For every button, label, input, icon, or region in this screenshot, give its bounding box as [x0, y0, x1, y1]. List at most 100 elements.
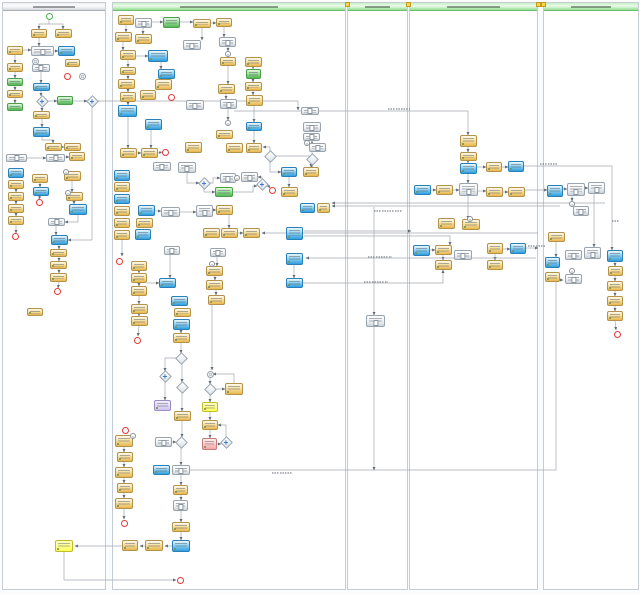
- task-node[interactable]: [436, 185, 453, 195]
- task-node[interactable]: [173, 485, 188, 495]
- status-task-node[interactable]: [545, 257, 560, 268]
- task-node[interactable]: [607, 296, 623, 306]
- status-task-node[interactable]: [145, 119, 162, 130]
- status-task-node[interactable]: [286, 253, 303, 265]
- subprocess-node[interactable]: [454, 250, 472, 260]
- task-node[interactable]: [460, 135, 477, 147]
- task-node[interactable]: [50, 261, 67, 269]
- task-node[interactable]: [243, 228, 260, 238]
- task-node[interactable]: [120, 67, 136, 75]
- task-node[interactable]: [174, 308, 191, 317]
- end-event[interactable]: [120, 519, 128, 527]
- task-node[interactable]: [131, 316, 148, 326]
- status-task-node[interactable]: [69, 204, 87, 215]
- status-task-node[interactable]: [135, 229, 151, 240]
- subprocess-node[interactable]: [135, 18, 152, 28]
- task-node[interactable]: [486, 187, 503, 197]
- highlight-task-node[interactable]: [202, 402, 218, 412]
- task-node[interactable]: [117, 483, 133, 493]
- status-task-node[interactable]: [172, 540, 190, 552]
- swimlane-4[interactable]: [409, 2, 538, 590]
- marker-event[interactable]: ×: [467, 216, 473, 222]
- subprocess-node[interactable]: [309, 143, 326, 152]
- status-task-node[interactable]: [300, 203, 315, 213]
- green-task-node[interactable]: [215, 187, 233, 197]
- task-node[interactable]: [608, 266, 623, 276]
- subprocess-node[interactable]: [164, 246, 180, 255]
- task-node[interactable]: [131, 261, 147, 271]
- status-task-node[interactable]: [8, 168, 24, 178]
- task-node[interactable]: [548, 232, 565, 242]
- status-task-node[interactable]: [460, 163, 477, 174]
- subprocess-node[interactable]: [183, 40, 201, 50]
- task-node[interactable]: [117, 452, 133, 462]
- subprocess-node[interactable]: [31, 46, 54, 56]
- task-node[interactable]: [32, 174, 48, 183]
- status-task-node[interactable]: [508, 161, 524, 172]
- subprocess-node[interactable]: [567, 183, 585, 196]
- subprocess-node[interactable]: [303, 122, 321, 132]
- status-task-node[interactable]: [173, 319, 190, 330]
- task-node[interactable]: [545, 272, 560, 282]
- end-event[interactable]: [613, 330, 621, 338]
- task-node[interactable]: [173, 333, 190, 343]
- task-node[interactable]: [120, 148, 137, 158]
- subprocess-node[interactable]: [219, 37, 236, 47]
- subprocess-node[interactable]: [220, 99, 237, 109]
- task-node[interactable]: [174, 411, 191, 421]
- task-node[interactable]: [115, 498, 133, 509]
- task-node[interactable]: [27, 308, 43, 316]
- task-node[interactable]: [7, 46, 23, 55]
- swimlane-1-header[interactable]: [3, 3, 105, 11]
- status-task-node[interactable]: [118, 105, 137, 117]
- task-node[interactable]: [303, 167, 319, 177]
- task-node[interactable]: [114, 230, 130, 240]
- status-task-node[interactable]: [114, 194, 130, 204]
- task-node[interactable]: [66, 192, 83, 201]
- task-node[interactable]: [246, 95, 263, 106]
- task-node[interactable]: [122, 540, 138, 551]
- task-node[interactable]: [50, 249, 67, 257]
- swimlane-4-header[interactable]: [410, 3, 537, 11]
- task-node[interactable]: [607, 311, 623, 321]
- task-node[interactable]: [118, 15, 134, 25]
- task-node[interactable]: [8, 216, 24, 225]
- intermediate-event[interactable]: [206, 370, 214, 378]
- subprocess-node[interactable]: [161, 207, 180, 217]
- status-task-node[interactable]: [33, 187, 49, 196]
- task-node[interactable]: [131, 304, 148, 314]
- task-node[interactable]: [64, 171, 81, 181]
- marker-event[interactable]: ×: [569, 201, 575, 207]
- task-node[interactable]: [218, 84, 235, 94]
- subprocess-node[interactable]: [46, 154, 65, 162]
- subprocess-node[interactable]: [196, 205, 213, 217]
- task-node[interactable]: [120, 50, 136, 60]
- task-node[interactable]: [486, 162, 502, 172]
- subprocess-node[interactable]: [186, 100, 204, 110]
- status-task-node[interactable]: [158, 69, 175, 79]
- task-node[interactable]: [115, 467, 133, 478]
- task-node[interactable]: [7, 90, 23, 98]
- task-node[interactable]: [115, 435, 133, 447]
- subprocess-node[interactable]: [241, 172, 258, 182]
- task-node[interactable]: [31, 29, 47, 38]
- task-node[interactable]: [216, 205, 233, 215]
- marker-event[interactable]: ×: [130, 433, 136, 439]
- task-node[interactable]: [202, 420, 218, 430]
- subprocess-node[interactable]: [32, 64, 50, 72]
- task-node[interactable]: [65, 59, 80, 67]
- task-node[interactable]: [69, 152, 85, 161]
- green-task-node[interactable]: [57, 96, 73, 105]
- swimlane-3-header[interactable]: [348, 3, 407, 11]
- task-node[interactable]: [114, 218, 130, 228]
- task-node[interactable]: [55, 29, 72, 38]
- end-event[interactable]: [167, 93, 175, 101]
- end-event[interactable]: [53, 287, 61, 295]
- status-task-node[interactable]: [510, 243, 526, 254]
- highlight-task-node[interactable]: [55, 540, 73, 552]
- status-task-node[interactable]: [33, 127, 50, 137]
- marker-event[interactable]: ×: [569, 268, 575, 274]
- status-task-node[interactable]: [159, 278, 176, 288]
- task-node[interactable]: [245, 82, 262, 91]
- task-node[interactable]: [131, 273, 147, 283]
